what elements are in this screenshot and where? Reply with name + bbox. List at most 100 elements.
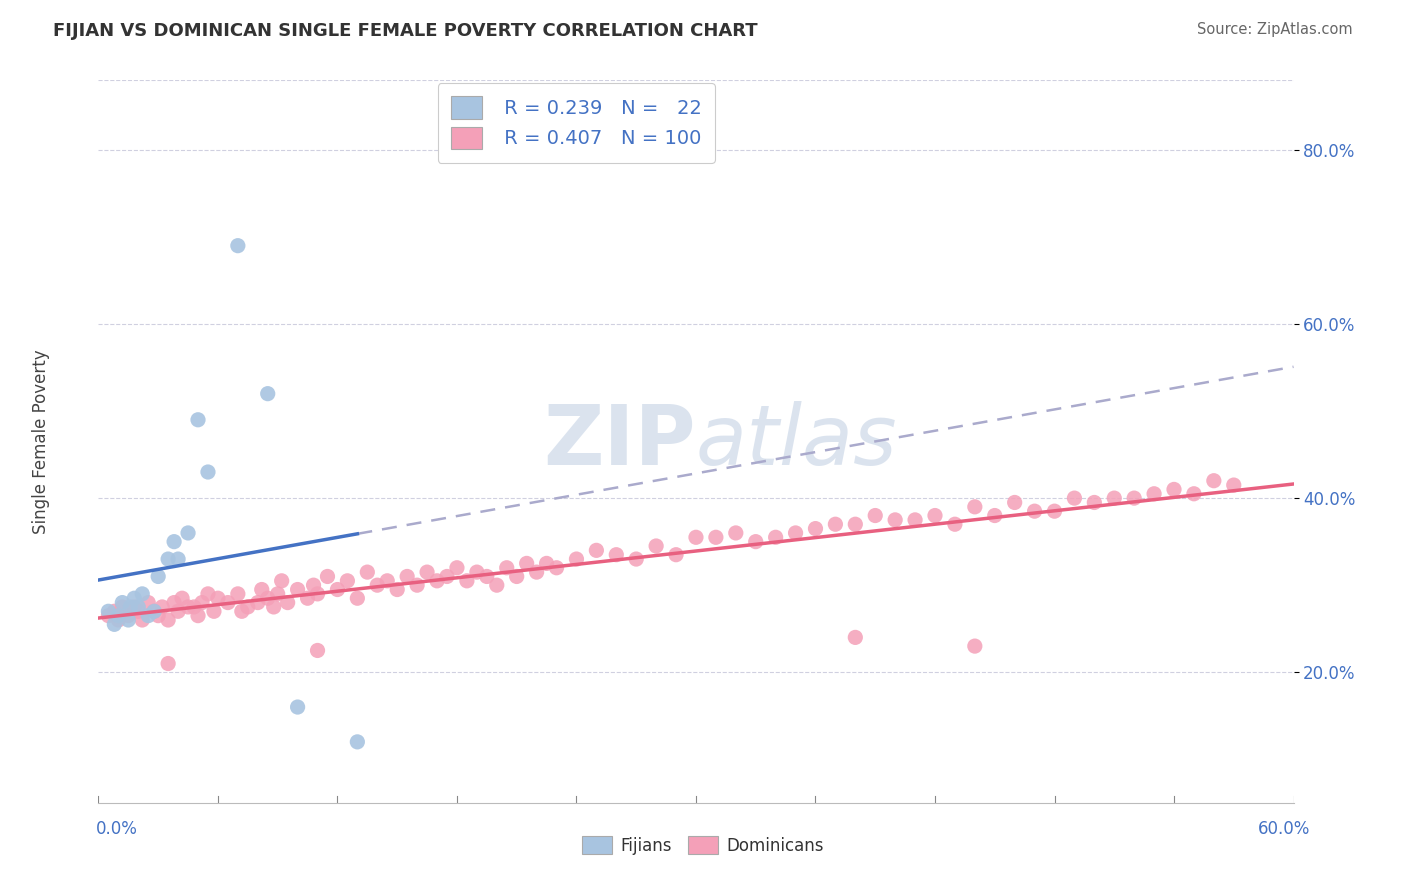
Point <box>97 604 120 618</box>
Point <box>465 565 488 579</box>
Point <box>605 548 627 562</box>
Point <box>1043 504 1066 518</box>
Point <box>704 530 727 544</box>
Point <box>167 552 190 566</box>
Point <box>172 591 194 606</box>
Point <box>685 530 707 544</box>
Point <box>157 552 180 566</box>
Point <box>416 565 439 579</box>
Legend: Fijians, Dominicans: Fijians, Dominicans <box>575 830 831 862</box>
Point <box>226 238 249 252</box>
Text: Source: ZipAtlas.com: Source: ZipAtlas.com <box>1197 22 1353 37</box>
Point <box>187 608 209 623</box>
Point <box>724 525 747 540</box>
Point <box>207 591 229 606</box>
Point <box>495 561 517 575</box>
Point <box>1004 495 1026 509</box>
Text: 60.0%: 60.0% <box>1258 820 1310 838</box>
Point <box>1223 478 1246 492</box>
Point <box>406 578 429 592</box>
Point <box>226 587 249 601</box>
Point <box>436 569 458 583</box>
Point <box>356 565 378 579</box>
Point <box>217 596 239 610</box>
Point <box>844 517 866 532</box>
Point <box>187 413 209 427</box>
Point <box>197 465 219 479</box>
Point <box>765 530 787 544</box>
Point <box>585 543 607 558</box>
Point <box>516 557 538 571</box>
Point <box>326 582 349 597</box>
Text: ZIP: ZIP <box>544 401 696 482</box>
Point <box>984 508 1007 523</box>
Point <box>246 596 269 610</box>
Point <box>157 657 180 671</box>
Point <box>1063 491 1085 505</box>
Point <box>107 613 129 627</box>
Point <box>117 613 139 627</box>
Point <box>943 517 966 532</box>
Point <box>1104 491 1126 505</box>
Point <box>307 643 329 657</box>
Point <box>191 596 214 610</box>
Point <box>124 599 146 614</box>
Point <box>785 525 807 540</box>
Point <box>475 569 498 583</box>
Point <box>111 596 134 610</box>
Point <box>626 552 648 566</box>
Point <box>456 574 478 588</box>
Point <box>270 574 292 588</box>
Point <box>346 735 368 749</box>
Text: 0.0%: 0.0% <box>96 820 138 838</box>
Point <box>865 508 887 523</box>
Point <box>385 582 409 597</box>
Point <box>197 587 219 601</box>
Point <box>287 700 309 714</box>
Point <box>231 604 253 618</box>
Point <box>131 587 153 601</box>
Point <box>924 508 946 523</box>
Point <box>824 517 846 532</box>
Point <box>117 608 139 623</box>
Point <box>107 608 129 623</box>
Point <box>127 599 149 614</box>
Point <box>645 539 668 553</box>
Point <box>111 599 134 614</box>
Point <box>1024 504 1046 518</box>
Point <box>148 608 170 623</box>
Point <box>316 569 339 583</box>
Point <box>202 604 225 618</box>
Point <box>1083 495 1105 509</box>
Point <box>277 596 299 610</box>
Text: atlas: atlas <box>696 401 897 482</box>
Point <box>1123 491 1146 505</box>
Point <box>396 569 419 583</box>
Point <box>103 604 125 618</box>
Point <box>131 613 153 627</box>
Point <box>366 578 388 592</box>
Point <box>120 599 142 614</box>
Point <box>177 599 200 614</box>
Point <box>157 613 180 627</box>
Point <box>665 548 688 562</box>
Point <box>426 574 449 588</box>
Point <box>446 561 468 575</box>
Point <box>1143 487 1166 501</box>
Point <box>127 604 149 618</box>
Point <box>745 534 768 549</box>
Point <box>103 617 125 632</box>
Point <box>267 587 290 601</box>
Point <box>963 500 986 514</box>
Point <box>506 569 529 583</box>
Point <box>1163 483 1185 497</box>
Point <box>163 596 186 610</box>
Point <box>297 591 319 606</box>
Point <box>183 599 205 614</box>
Point <box>143 604 166 618</box>
Point <box>336 574 359 588</box>
Point <box>136 608 159 623</box>
Point <box>526 565 548 579</box>
Point <box>250 582 273 597</box>
Point <box>177 525 200 540</box>
